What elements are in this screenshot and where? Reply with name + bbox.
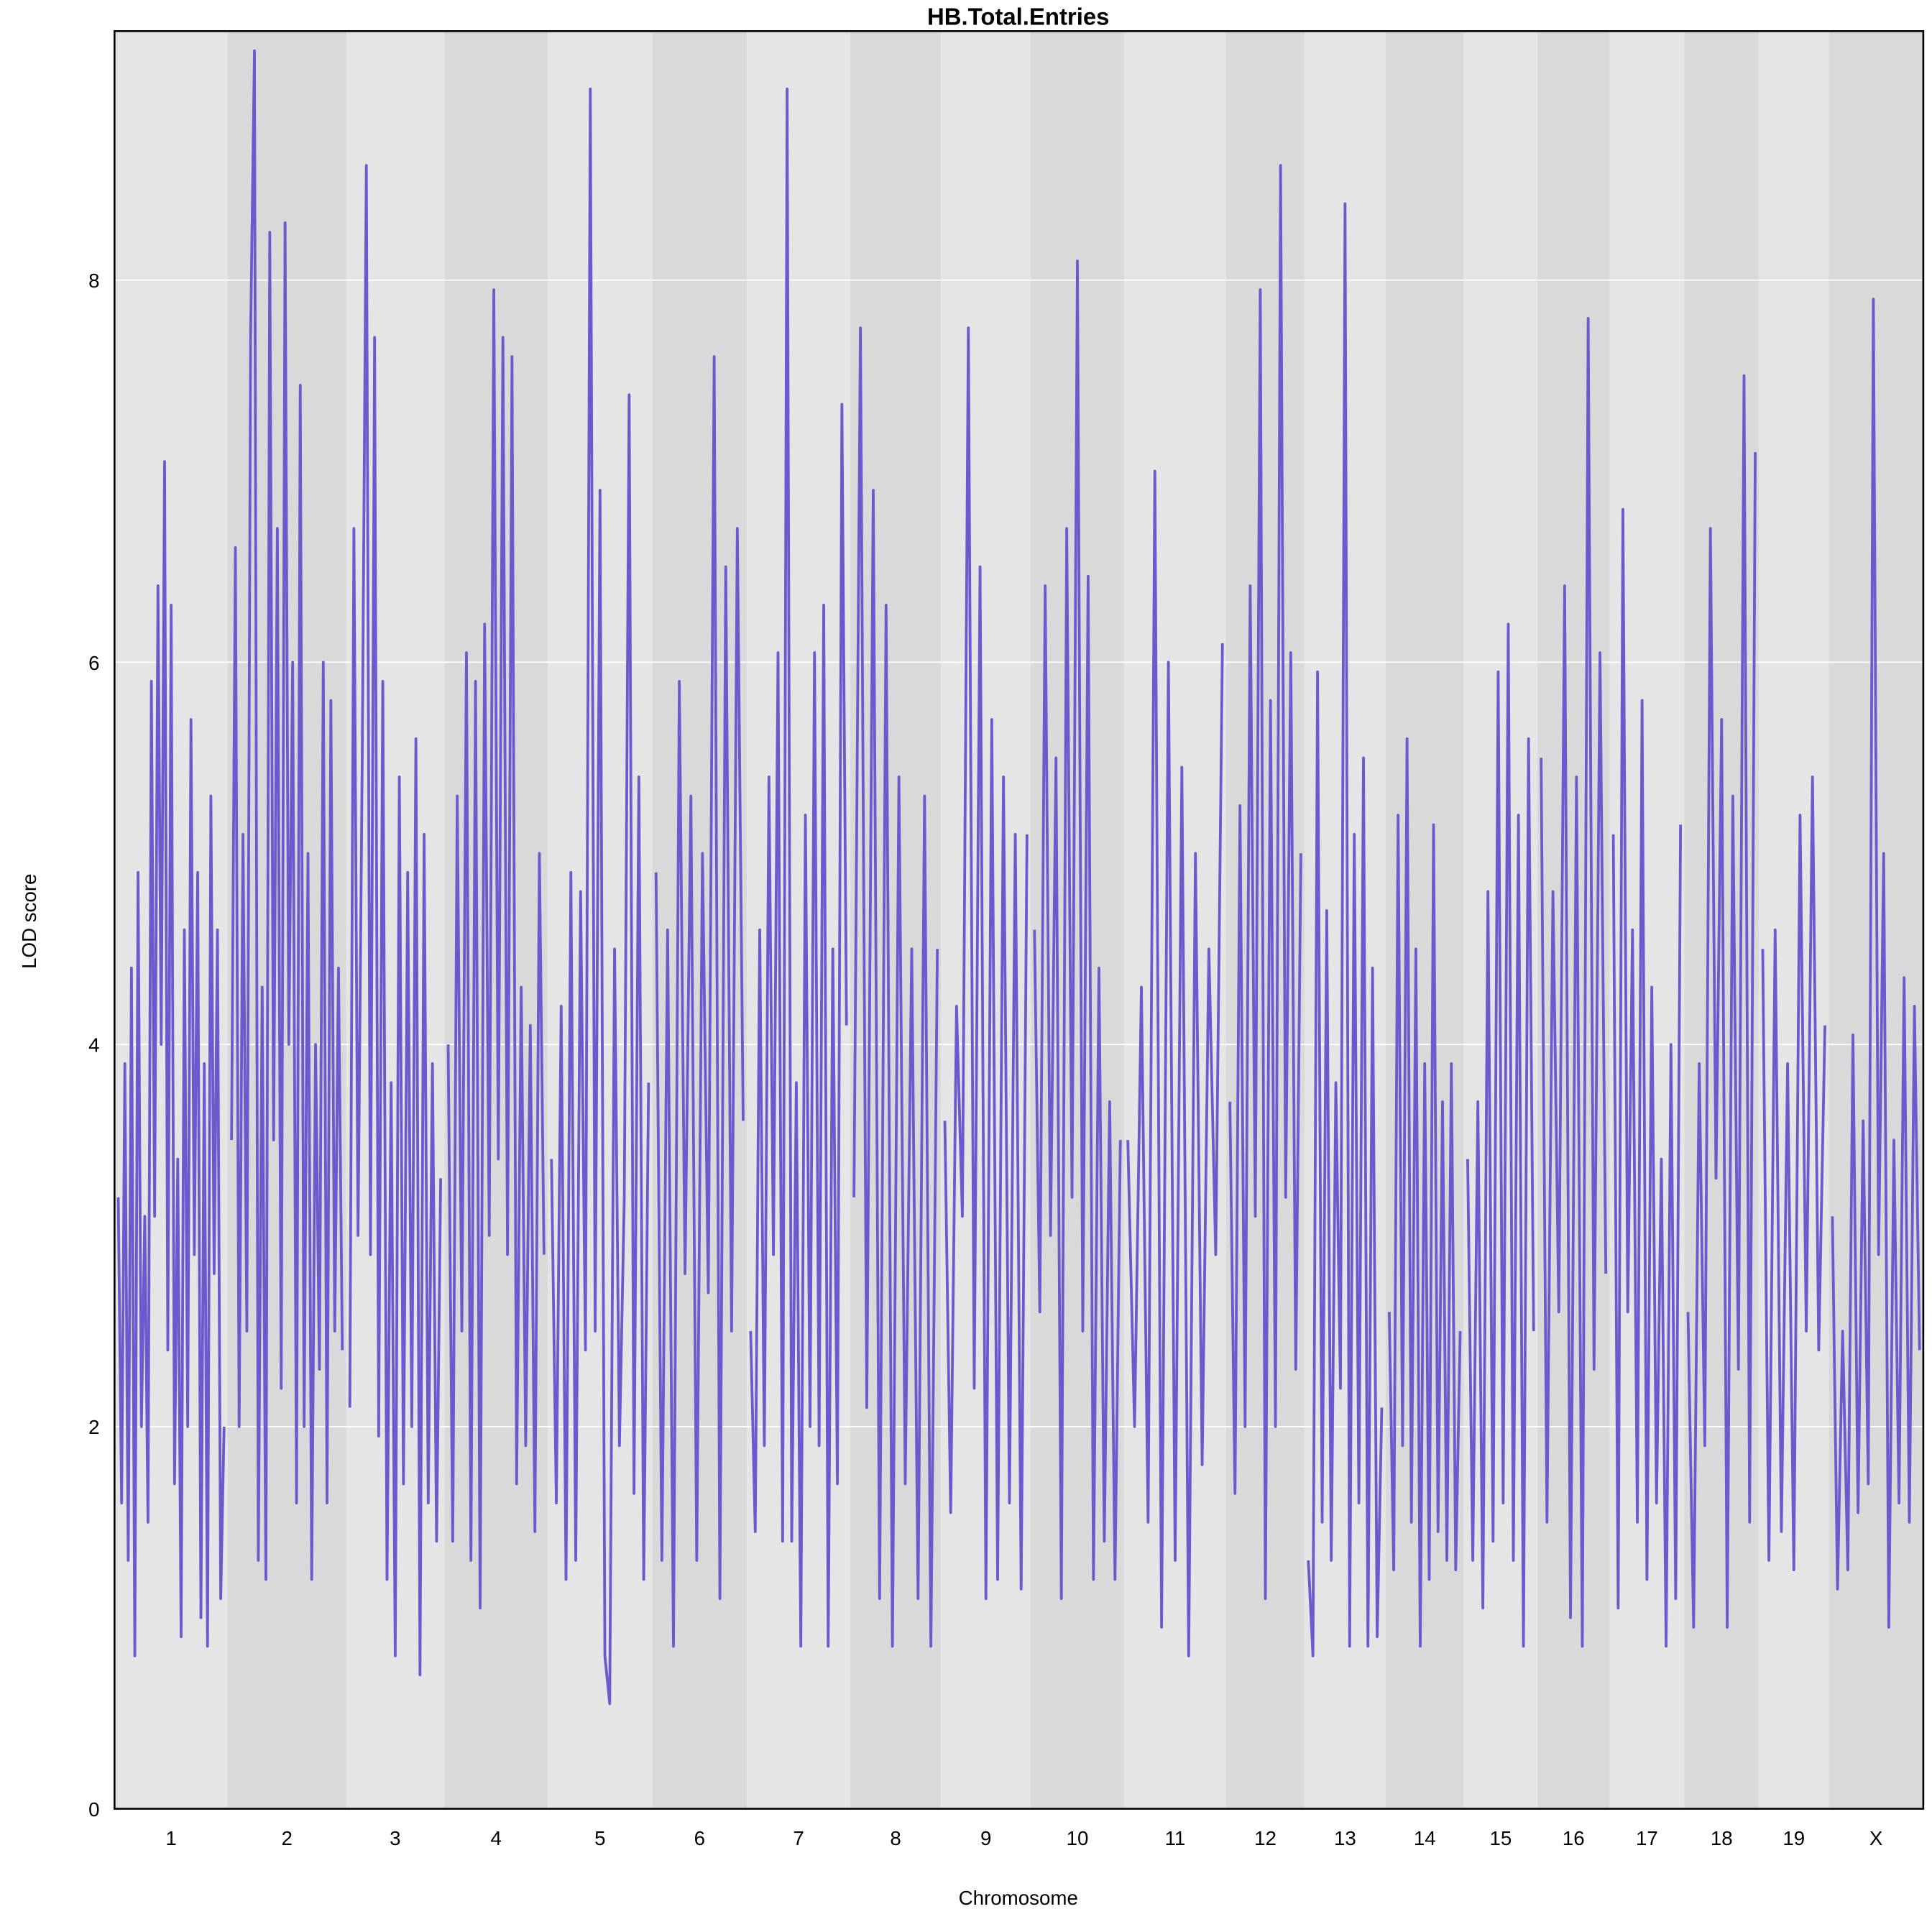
lod-curve-chr-18 (1686, 374, 1757, 1629)
y-tick-label: 4 (88, 1034, 99, 1057)
lod-curve-chr-19 (1761, 776, 1826, 1572)
chart-title: HB.Total.Entries (927, 4, 1109, 30)
lod-curve-chr-4 (446, 288, 546, 1610)
y-tick-label: 6 (88, 652, 99, 674)
y-tick-labels: 0 2 4 6 8 (88, 270, 99, 1821)
lod-curve-chr-13 (1307, 202, 1384, 1657)
x-tick-label: 11 (1165, 1827, 1186, 1849)
lod-curve-chr-10 (1033, 259, 1122, 1601)
x-tick-label: 4 (490, 1827, 501, 1849)
x-tick-label: 13 (1334, 1827, 1356, 1849)
x-tick-label: 1 (165, 1827, 176, 1849)
lod-curve-chr-12 (1228, 164, 1302, 1601)
lod-curve-chr-16 (1540, 316, 1608, 1648)
lod-curve-chr-8 (852, 326, 939, 1648)
x-tick-label: 2 (282, 1827, 293, 1849)
lod-curve-chr-11 (1126, 469, 1224, 1657)
lod-curves (116, 49, 1921, 1706)
lod-curve-chr-3 (348, 164, 443, 1677)
plot-frame (114, 30, 1925, 1810)
y-tick-label: 8 (88, 270, 99, 292)
lod-curve-chr-5 (550, 87, 650, 1706)
y-tick-label: 0 (88, 1798, 99, 1821)
x-tick-label: 8 (890, 1827, 901, 1849)
x-tick-label: 5 (594, 1827, 605, 1849)
lod-curve-chr-9 (943, 326, 1029, 1601)
x-tick-label: 19 (1782, 1827, 1805, 1849)
x-tick-label: 18 (1711, 1827, 1733, 1849)
x-tick-label: X (1869, 1827, 1882, 1849)
x-tick-label: 3 (390, 1827, 400, 1849)
lod-curve-chr-17 (1611, 507, 1683, 1648)
lod-curve-chr-7 (749, 87, 848, 1648)
x-tick-label: 16 (1563, 1827, 1585, 1849)
x-tick-label: 6 (694, 1827, 705, 1849)
lod-curve-chr-X (1831, 298, 1921, 1629)
chromosome-bands (114, 31, 1923, 1809)
y-tick-label: 2 (88, 1416, 99, 1438)
lod-curve-chr-14 (1387, 737, 1462, 1648)
x-tick-label: 15 (1489, 1827, 1512, 1849)
lod-curve-chr-2 (230, 49, 344, 1581)
x-tick-label: 10 (1067, 1827, 1089, 1849)
x-tick-label: 9 (980, 1827, 991, 1849)
x-axis-label: Chromosome (959, 1887, 1078, 1909)
x-tick-label: 12 (1254, 1827, 1276, 1849)
lod-curve-chr-15 (1466, 622, 1535, 1648)
chromosome-band-6 (652, 31, 748, 1809)
x-tick-label: 14 (1414, 1827, 1436, 1849)
chromosome-band-7 (747, 31, 850, 1809)
lod-curve-chr-1 (116, 460, 226, 1657)
x-tick-label: 17 (1636, 1827, 1658, 1849)
lod-curve-chr-6 (654, 355, 745, 1648)
x-tick-label: 7 (793, 1827, 804, 1849)
y-axis-label: LOD score (18, 873, 40, 968)
x-tick-labels: 1 2 3 4 5 6 7 8 9 10 11 12 13 14 15 16 17 18 19 X (165, 1827, 1882, 1849)
